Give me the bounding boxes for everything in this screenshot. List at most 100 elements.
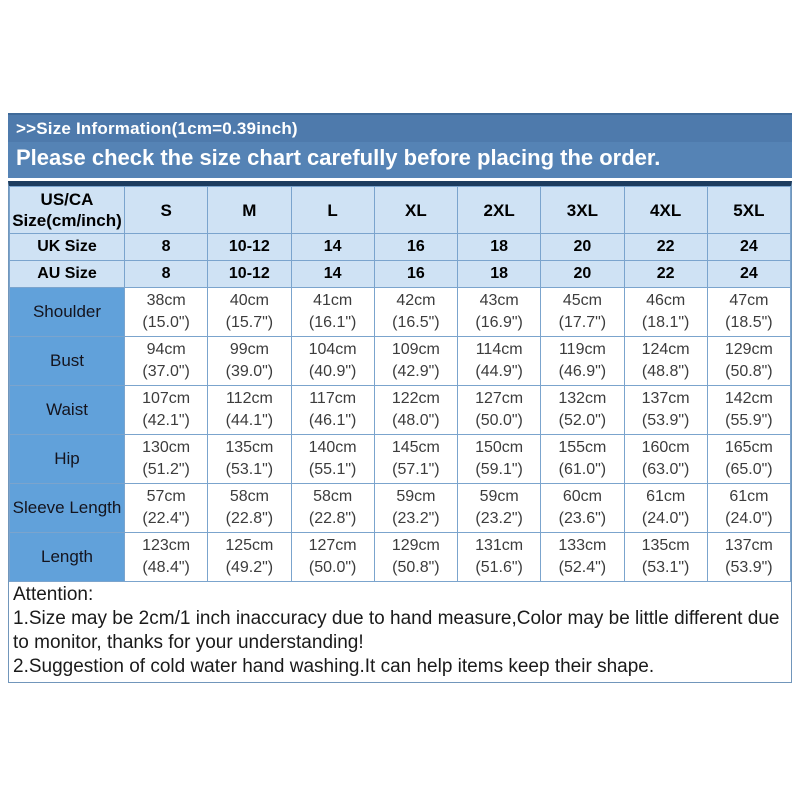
attention-title: Attention: — [13, 584, 94, 605]
cm-value: 94cm — [146, 341, 186, 358]
measurement-cell: 41cm (16.1") — [290, 287, 375, 337]
cm-value: 160cm — [641, 439, 690, 456]
size-value-cell: 8 — [123, 233, 209, 261]
cm-value: 145cm — [391, 439, 440, 456]
cm-value: 122cm — [391, 390, 440, 407]
inch-value: (50.8") — [725, 363, 773, 380]
measurement-cell: 117cm (46.1") — [290, 385, 375, 435]
cm-value: 43cm — [479, 292, 519, 309]
size-value-cell: 22 — [623, 260, 708, 288]
cm-value: 109cm — [391, 341, 440, 358]
measurement-cell: 58cm (22.8") — [290, 483, 375, 533]
size-value-cell: 10-12 — [207, 260, 292, 288]
inch-value: (23.2") — [392, 510, 440, 527]
cm-value: 46cm — [646, 292, 686, 309]
measurement-cell: 109cm (42.9") — [373, 336, 459, 386]
cm-value: 60cm — [562, 488, 602, 505]
row-label: Bust — [9, 336, 125, 386]
size-table: US/CA Size(cm/inch) S M L XL 2XL 3XL 4XL 5XL UK S… — [9, 186, 792, 582]
inch-value: (48.4") — [142, 559, 190, 576]
measurement-cell: 57cm (22.4") — [123, 483, 209, 533]
measurement-cell: 60cm (23.6") — [540, 483, 625, 533]
inch-value: (51.6") — [475, 559, 523, 576]
measurement-cell: 129cm (50.8") — [373, 532, 459, 582]
cm-value: 155cm — [558, 439, 607, 456]
row-label: Length — [9, 532, 125, 582]
inch-value: (17.7") — [558, 314, 607, 331]
size-value-cell: 16 — [373, 260, 459, 288]
cm-value: 47cm — [729, 292, 769, 309]
size-chart-content: >>Size Information(1cm=0.39inch) Please … — [8, 113, 792, 683]
size-value-cell: 20 — [540, 233, 625, 261]
size-value-cell: 24 — [706, 233, 792, 261]
cm-value: 131cm — [475, 537, 524, 554]
table-header-row: US/CA Size(cm/inch) S M L XL 2XL 3XL 4XL 5XL — [9, 186, 792, 234]
banner: >>Size Information(1cm=0.39inch) Please … — [8, 113, 792, 178]
inch-value: (18.1") — [641, 314, 690, 331]
inch-value: (23.2") — [475, 510, 523, 527]
measurement-cell: 58cm (22.8") — [207, 483, 292, 533]
inch-value: (42.1") — [142, 412, 190, 429]
measurement-cell: 133cm (52.4") — [540, 532, 625, 582]
measurement-cell: 107cm (42.1") — [123, 385, 209, 435]
banner-warning: Please check the size chart carefully be… — [8, 142, 792, 178]
cm-value: 40cm — [229, 292, 269, 309]
inch-value: (49.2") — [225, 559, 274, 576]
attention-box: Attention: 1.Size may be 2cm/1 inch inac… — [9, 582, 791, 682]
cm-value: 129cm — [724, 341, 773, 358]
cm-value: 124cm — [641, 341, 690, 358]
cm-value: 137cm — [724, 537, 773, 554]
measurement-cell: 142cm (55.9") — [706, 385, 792, 435]
measurement-cell: 43cm (16.9") — [456, 287, 542, 337]
measurement-cell: 135cm (53.1") — [623, 532, 708, 582]
inch-value: (52.0") — [558, 412, 607, 429]
inch-value: (22.4") — [142, 510, 190, 527]
measurement-row: Bust 94cm (37.0") 99cm (39.0") 104cm (40.9") 10… — [9, 336, 792, 386]
measurement-cell: 150cm (59.1") — [456, 434, 542, 484]
inch-value: (15.0") — [142, 314, 190, 331]
inch-value: (52.4") — [558, 559, 607, 576]
cm-value: 130cm — [142, 439, 191, 456]
column-header-3xl: 3XL — [540, 186, 625, 234]
measurement-cell: 114cm (44.9") — [456, 336, 542, 386]
attention-note-1: 1.Size may be 2cm/1 inch inaccuracy due … — [13, 608, 780, 653]
cm-value: 59cm — [479, 488, 519, 505]
cm-value: 59cm — [396, 488, 436, 505]
cm-value: 117cm — [309, 390, 357, 407]
inch-value: (16.1") — [308, 314, 357, 331]
measurement-cell: 124cm (48.8") — [623, 336, 708, 386]
inch-value: (15.7") — [225, 314, 274, 331]
measurement-cell: 131cm (51.6") — [456, 532, 542, 582]
inch-value: (51.2") — [142, 461, 190, 478]
cm-value: 127cm — [308, 537, 357, 554]
inch-value: (46.9") — [558, 363, 607, 380]
inch-value: (59.1") — [475, 461, 523, 478]
inch-value: (48.8") — [641, 363, 690, 380]
inch-value: (24.0") — [725, 510, 773, 527]
cm-value: 119cm — [558, 341, 606, 358]
inch-value: (53.1") — [641, 559, 690, 576]
cm-value: 58cm — [229, 488, 269, 505]
cm-value: 165cm — [724, 439, 773, 456]
inch-value: (37.0") — [142, 363, 190, 380]
inch-value: (44.1") — [225, 412, 274, 429]
cm-value: 107cm — [142, 390, 191, 407]
measurement-cell: 38cm (15.0") — [123, 287, 209, 337]
measurement-cell: 155cm (61.0") — [540, 434, 625, 484]
measurement-row: Length 123cm (48.4") 125cm (49.2") 127cm (50.0… — [9, 532, 792, 582]
inch-value: (57.1") — [392, 461, 440, 478]
cm-value: 57cm — [146, 488, 186, 505]
column-header-2xl: 2XL — [456, 186, 542, 234]
inch-value: (50.0") — [308, 559, 357, 576]
measurement-cell: 135cm (53.1") — [207, 434, 292, 484]
measurement-cell: 125cm (49.2") — [207, 532, 292, 582]
measurement-cell: 145cm (57.1") — [373, 434, 459, 484]
measurement-cell: 42cm (16.5") — [373, 287, 459, 337]
column-header-s: S — [123, 186, 209, 234]
inch-value: (44.9") — [475, 363, 523, 380]
measurement-cell: 94cm (37.0") — [123, 336, 209, 386]
size-row: AU Size 8 10-12 14 16 18 20 22 24 — [9, 260, 792, 288]
cm-value: 114cm — [475, 341, 523, 358]
inch-value: (53.9") — [725, 559, 773, 576]
measurement-row: Hip 130cm (51.2") 135cm (53.1") 140cm (55.1") 1… — [9, 434, 792, 484]
